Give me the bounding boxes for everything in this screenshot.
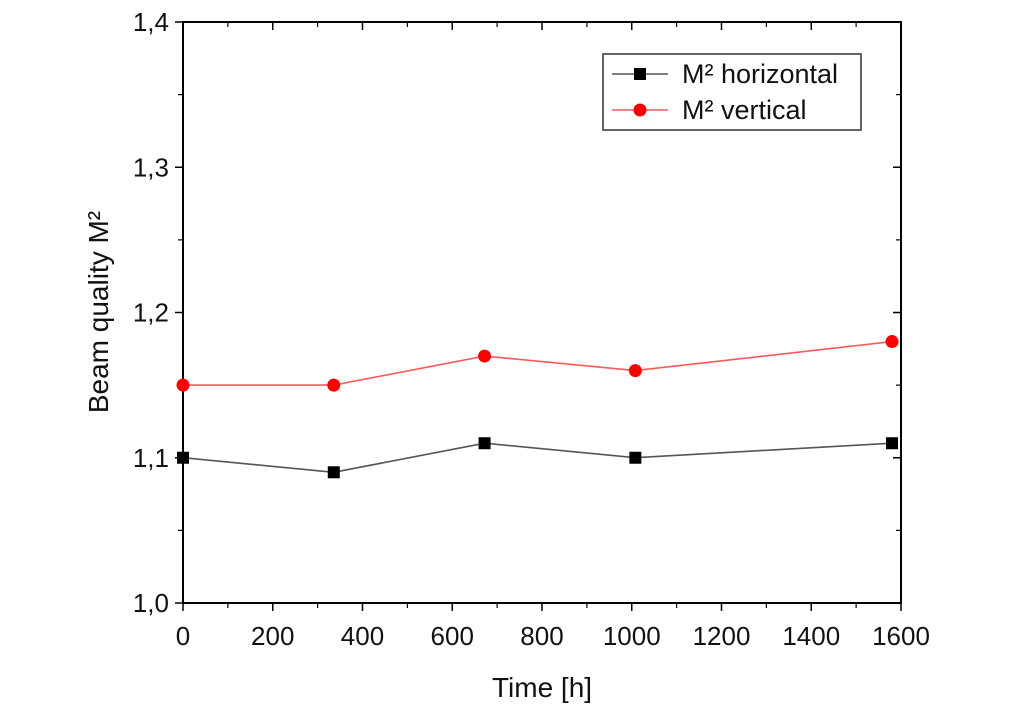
y-tick-label: 1,4 [133,7,169,37]
x-tick-label: 1600 [872,621,930,651]
data-point-square [629,451,642,464]
legend-box [602,53,862,131]
data-point-circle [478,349,492,363]
x-tick-label: 600 [431,621,474,651]
legend-label-vertical: M² vertical [682,95,807,125]
data-point-square [478,437,491,450]
y-tick-label: 1,3 [133,152,169,182]
legend-marker-horizontal [634,68,646,80]
legend: M² horizontal M² vertical [602,53,862,131]
y-tick-label: 1,0 [133,588,169,618]
data-point-circle [628,364,642,378]
plot-area: 0 200 400 600 800 1000 1200 1400 1600 1,0 1,1 1,2 1,… [133,7,930,651]
legend-item-horizontal: M² horizontal [612,59,838,89]
data-point-square [886,437,899,450]
y-axis-title: Beam quality M² [83,211,114,413]
data-point-circle [327,378,341,392]
x-tick-label: 200 [251,621,294,651]
x-tick-label: 1200 [693,621,751,651]
data-point-circle [176,378,190,392]
legend-label-horizontal: M² horizontal [682,59,838,89]
x-tick-label: 1000 [603,621,661,651]
data-point-square [177,451,189,464]
x-tick-label: 800 [520,621,563,651]
x-tick-label: 0 [176,621,190,651]
x-tick-label: 400 [341,621,384,651]
x-tick-label: 1400 [782,621,840,651]
data-point-circle [885,335,899,349]
x-axis-title: Time [h] [492,672,592,703]
y-tick-label: 1,2 [133,298,169,328]
y-tick-label: 1,1 [133,443,169,473]
legend-item-vertical: M² vertical [612,95,807,125]
legend-marker-vertical [633,103,647,117]
data-point-square [327,466,340,479]
